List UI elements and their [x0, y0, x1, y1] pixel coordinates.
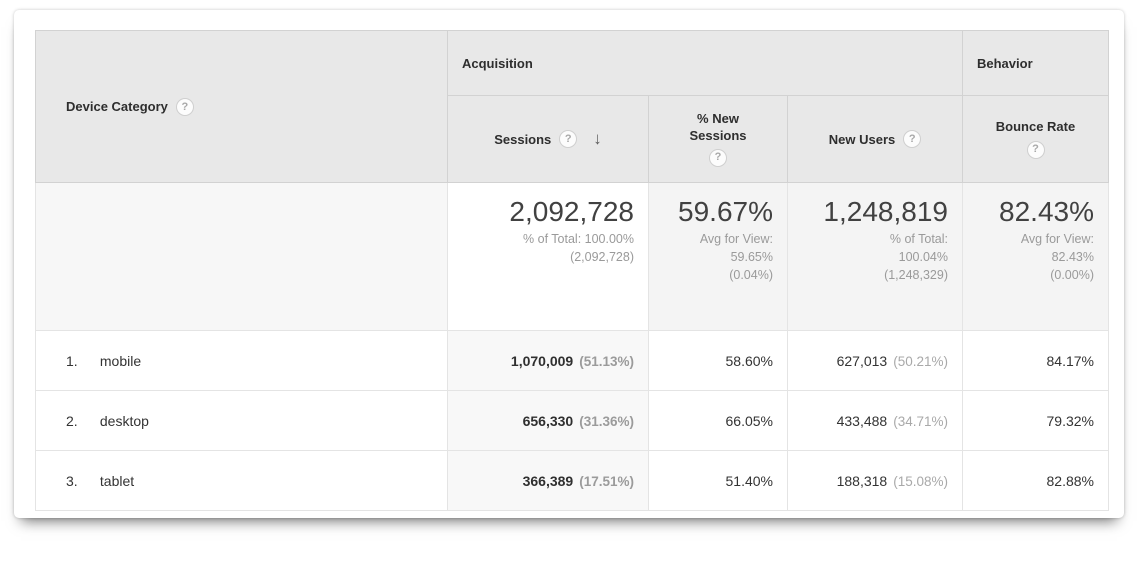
acquisition-label: Acquisition	[462, 55, 533, 71]
pct-new-sessions-total-value: 59.67%	[678, 196, 773, 227]
help-icon[interactable]: ?	[175, 97, 194, 116]
header-metric-row: Sessions ? ↓ % New Sessions ? New Users …	[36, 95, 1109, 183]
help-icon[interactable]: ?	[559, 130, 578, 148]
bounce-rate-total-value: 82.43%	[999, 196, 1094, 227]
new-users-value: 433,488	[836, 412, 888, 429]
summary-row: 2,092,728 % of Total: 100.00% (2,092,728…	[35, 182, 1109, 331]
group-header-acquisition: Acquisition	[447, 30, 963, 96]
cell-new-users: 433,488 (34.71%)	[787, 390, 963, 451]
pct-new-sessions-total-subtext: Avg for View: 59.65% (0.04%)	[699, 232, 773, 282]
help-icon[interactable]: ?	[709, 148, 727, 167]
cell-device-category: 1. mobile	[35, 330, 448, 391]
sort-descending-icon: ↓	[593, 129, 602, 148]
sessions-value: 366,389	[522, 472, 574, 489]
table-row: 2. desktop 656,330 (31.36%) 66.05% 433,48…	[35, 390, 1109, 451]
pct-new-sessions-value: 66.05%	[725, 412, 773, 429]
sessions-share: (51.13%)	[579, 353, 634, 369]
header-group-row: Device Category ? Acquisition Behavior	[35, 30, 1109, 183]
cell-pct-new-sessions: 66.05%	[648, 390, 788, 451]
cell-sessions: 366,389 (17.51%)	[447, 450, 649, 511]
summary-pct-new-sessions-cell: 59.67% Avg for View: 59.65% (0.04%)	[648, 182, 788, 331]
new-users-value: 627,013	[836, 352, 888, 369]
sessions-share: (31.36%)	[579, 413, 634, 429]
new-users-share: (15.08%)	[893, 473, 948, 489]
column-header-bounce-rate[interactable]: Bounce Rate ?	[962, 95, 1109, 183]
help-icon[interactable]: ?	[1026, 140, 1045, 159]
bounce-rate-header-label: Bounce Rate	[995, 119, 1076, 135]
cell-bounce-rate: 79.32%	[962, 390, 1109, 451]
pct-new-sessions-value: 58.60%	[725, 352, 773, 369]
cell-pct-new-sessions: 51.40%	[648, 450, 788, 511]
new-users-header-label: New Users	[828, 131, 896, 147]
cell-bounce-rate: 84.17%	[962, 330, 1109, 391]
analytics-table-panel: Device Category ? Acquisition Behavior S…	[14, 10, 1124, 518]
new-users-value: 188,318	[836, 472, 888, 489]
bounce-rate-total-subtext: Avg for View: 82.43% (0.00%)	[1020, 232, 1094, 282]
bounce-rate-value: 79.32%	[1046, 412, 1094, 429]
column-header-new-users[interactable]: New Users ?	[787, 95, 963, 183]
row-rank: 1.	[66, 352, 78, 369]
sessions-total-subtext: % of Total: 100.00% (2,092,728)	[523, 232, 634, 264]
new-users-total-subtext: % of Total: 100.04% (1,248,329)	[884, 232, 948, 282]
sessions-share: (17.51%)	[579, 473, 634, 489]
table-row: 3. tablet 366,389 (17.51%) 51.40% 188,318…	[35, 450, 1109, 511]
help-icon[interactable]: ?	[903, 130, 922, 148]
sessions-header-label: Sessions	[494, 131, 552, 147]
sessions-value: 656,330	[522, 412, 574, 429]
cell-device-category: 2. desktop	[35, 390, 448, 451]
new-users-share: (34.71%)	[893, 413, 948, 429]
bounce-rate-value: 82.88%	[1046, 472, 1094, 489]
summary-bounce-rate-cell: 82.43% Avg for View: 82.43% (0.00%)	[962, 182, 1109, 331]
bounce-rate-value: 84.17%	[1046, 352, 1094, 369]
device-category-link[interactable]: mobile	[99, 352, 142, 369]
group-header-behavior: Behavior	[962, 30, 1109, 96]
device-category-label: Device Category	[66, 99, 168, 114]
cell-sessions: 656,330 (31.36%)	[447, 390, 649, 451]
summary-sessions-cell: 2,092,728 % of Total: 100.00% (2,092,728…	[447, 182, 649, 331]
row-rank: 3.	[66, 472, 78, 489]
device-category-link[interactable]: tablet	[99, 472, 135, 489]
cell-bounce-rate: 82.88%	[962, 450, 1109, 511]
table-row: 1. mobile 1,070,009 (51.13%) 58.60% 627,0…	[35, 330, 1109, 391]
column-header-sessions[interactable]: Sessions ? ↓	[447, 95, 649, 183]
cell-sessions: 1,070,009 (51.13%)	[447, 330, 649, 391]
new-users-share: (50.21%)	[893, 353, 948, 369]
column-header-device-category: Device Category ?	[35, 30, 448, 183]
cell-pct-new-sessions: 58.60%	[648, 330, 788, 391]
cell-new-users: 627,013 (50.21%)	[787, 330, 963, 391]
device-category-table: Device Category ? Acquisition Behavior S…	[35, 30, 1109, 511]
sessions-total-value: 2,092,728	[509, 196, 634, 227]
cell-new-users: 188,318 (15.08%)	[787, 450, 963, 511]
column-header-pct-new-sessions[interactable]: % New Sessions ?	[648, 95, 788, 183]
new-users-total-value: 1,248,819	[823, 196, 948, 227]
sessions-value: 1,070,009	[510, 352, 574, 369]
behavior-label: Behavior	[977, 55, 1033, 71]
pct-new-sessions-value: 51.40%	[725, 472, 773, 489]
summary-new-users-cell: 1,248,819 % of Total: 100.04% (1,248,329…	[787, 182, 963, 331]
cell-device-category: 3. tablet	[35, 450, 448, 511]
row-rank: 2.	[66, 412, 78, 429]
pct-new-sessions-header-label: % New Sessions	[689, 111, 747, 143]
device-category-link[interactable]: desktop	[99, 412, 149, 429]
summary-dimension-cell	[35, 182, 448, 331]
